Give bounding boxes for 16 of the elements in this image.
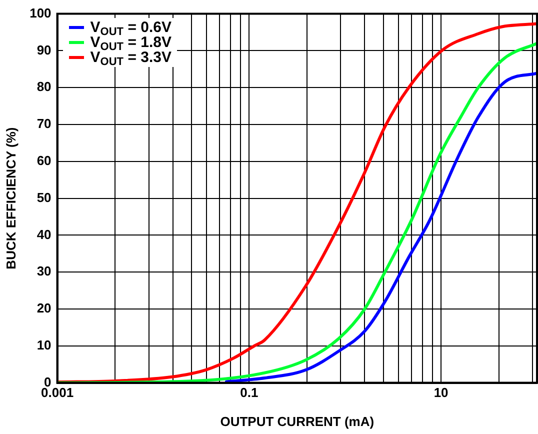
y-tick-label: 100 [30,5,52,20]
y-tick-label: 70 [36,116,52,132]
y-tick-label: 30 [36,264,52,279]
y-tick-label: 10 [36,337,52,352]
y-tick-label: 20 [36,300,52,316]
x-tick-label: 0.1 [240,385,258,400]
y-tick-label: 40 [36,226,52,242]
y-tick-label: 90 [36,42,52,58]
y-tick-label: 60 [36,152,52,168]
y-tick-label: 0 [44,374,52,390]
x-axis-title: OUTPUT CURRENT (mA) [220,414,374,429]
y-tick-label: 80 [36,79,52,94]
y-axis-title: BUCK EFFICIENCY (%) [3,127,18,270]
x-tick-label: 10 [434,385,448,400]
legend-label: V$_{OUT}$ = 0.6V [90,18,172,38]
y-tick-label: 50 [36,190,52,205]
